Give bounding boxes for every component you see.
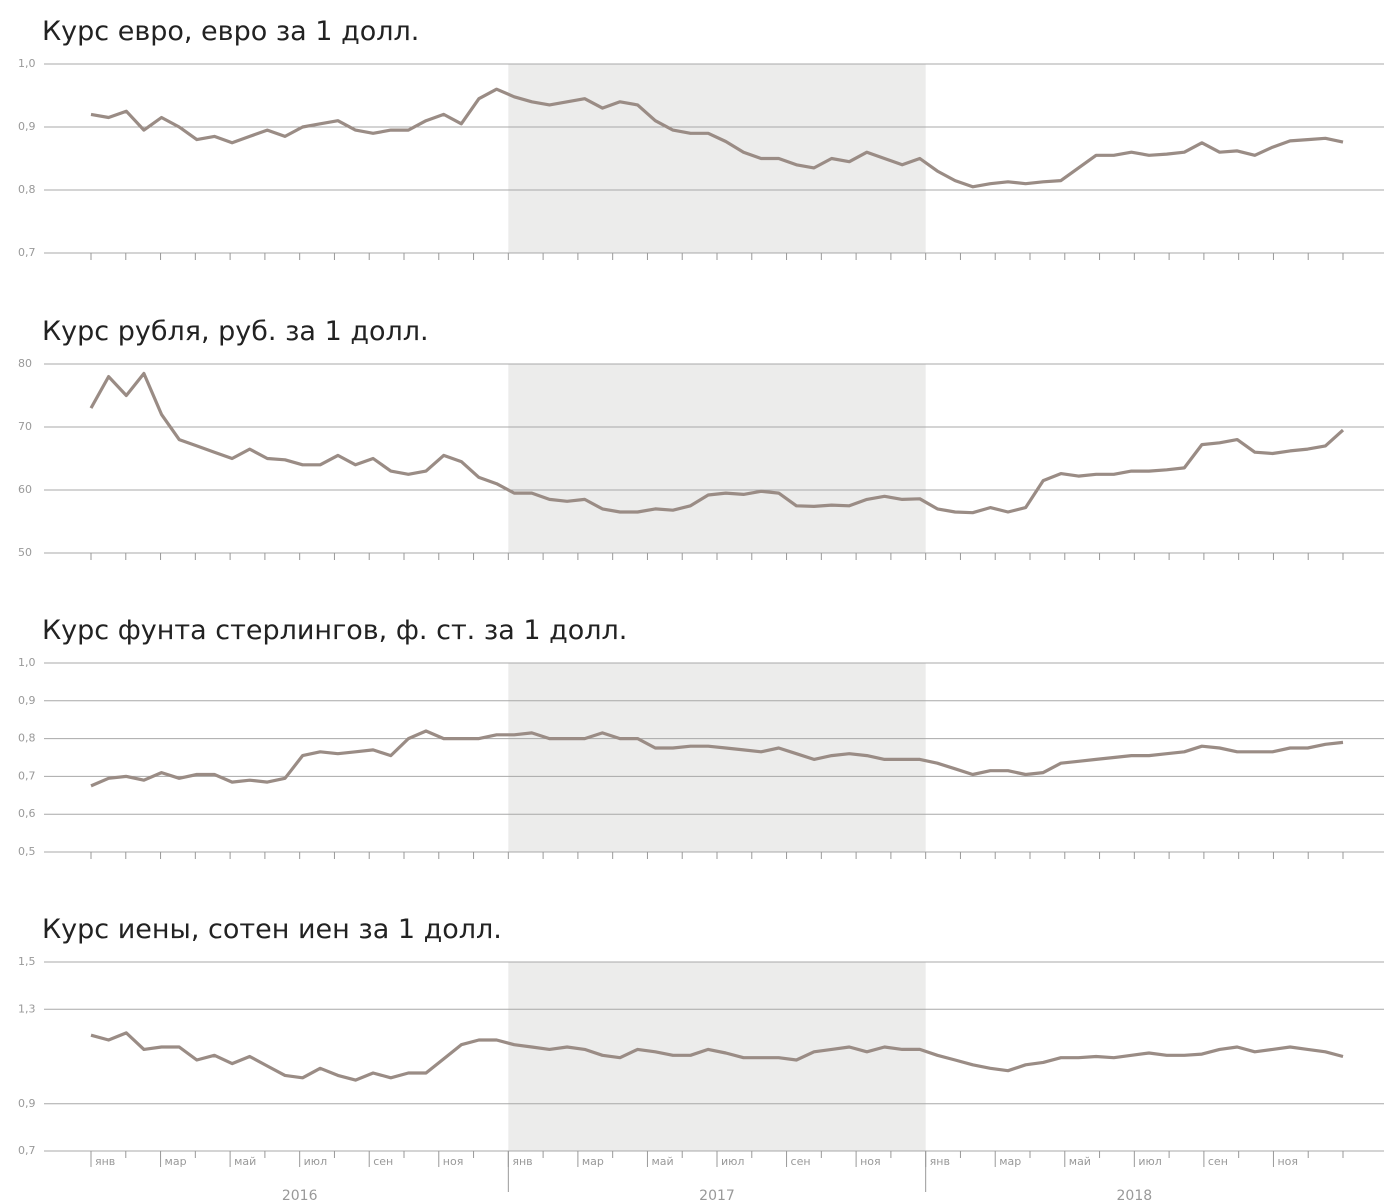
year-label: 2016 — [282, 1188, 318, 1203]
y-tick-label: 50 — [18, 546, 32, 559]
y-tick-label: 0,7 — [18, 1144, 36, 1157]
series-line — [90, 729, 1344, 788]
year-label: 2018 — [1117, 1188, 1153, 1203]
highlight-band — [508, 962, 926, 1151]
y-tick-label: 1,0 — [18, 656, 36, 669]
x-tick-label: май — [234, 1155, 256, 1168]
y-tick-label: 0,8 — [18, 732, 36, 745]
chart-title: Курс рубля, руб. за 1 долл. — [42, 316, 429, 347]
x-tick-label: май — [651, 1155, 673, 1168]
highlight-band — [508, 64, 926, 253]
y-tick-label: 0,7 — [18, 246, 36, 259]
chart-title: Курс иены, сотен иен за 1 долл. — [42, 914, 502, 945]
x-tick-label: янв — [512, 1155, 532, 1168]
x-tick-label: сен — [1208, 1155, 1228, 1168]
highlight-band — [508, 364, 926, 553]
x-tick-label: ноя — [1277, 1155, 1298, 1168]
x-tick-label: янв — [95, 1155, 115, 1168]
x-tick-label: мар — [582, 1155, 604, 1168]
y-tick-label: 70 — [18, 420, 32, 433]
x-tick-label: июл — [721, 1155, 744, 1168]
y-tick-label: 1,3 — [18, 1002, 36, 1015]
series-line — [89, 371, 1345, 515]
y-tick-label: 1,0 — [18, 57, 36, 70]
series-line — [90, 87, 1344, 189]
x-tick-label: июл — [1138, 1155, 1161, 1168]
x-tick-label: июл — [304, 1155, 327, 1168]
year-label: 2017 — [699, 1188, 735, 1203]
y-tick-label: 0,7 — [18, 769, 36, 782]
x-tick-label: ноя — [860, 1155, 881, 1168]
highlight-band — [508, 663, 926, 852]
x-tick-label: сен — [791, 1155, 811, 1168]
x-tick-label: сен — [373, 1155, 393, 1168]
y-tick-label: 0,9 — [18, 120, 36, 133]
chart-title: Курс евро, евро за 1 долл. — [42, 16, 419, 47]
x-tick-label: мар — [165, 1155, 187, 1168]
y-tick-label: 1,5 — [18, 955, 36, 968]
y-tick-label: 60 — [18, 483, 32, 496]
chart-title: Курс фунта стерлингов, ф. ст. за 1 долл. — [42, 615, 627, 646]
x-tick-label: янв — [930, 1155, 950, 1168]
y-tick-label: 0,8 — [18, 183, 36, 196]
y-tick-label: 0,9 — [18, 1097, 36, 1110]
y-tick-label: 80 — [18, 357, 32, 370]
y-tick-label: 0,5 — [18, 845, 36, 858]
series-line — [90, 1031, 1344, 1082]
y-tick-label: 0,9 — [18, 694, 36, 707]
x-tick-label: ноя — [443, 1155, 464, 1168]
x-tick-label: мар — [999, 1155, 1021, 1168]
y-tick-label: 0,6 — [18, 807, 36, 820]
x-tick-label: май — [1069, 1155, 1091, 1168]
